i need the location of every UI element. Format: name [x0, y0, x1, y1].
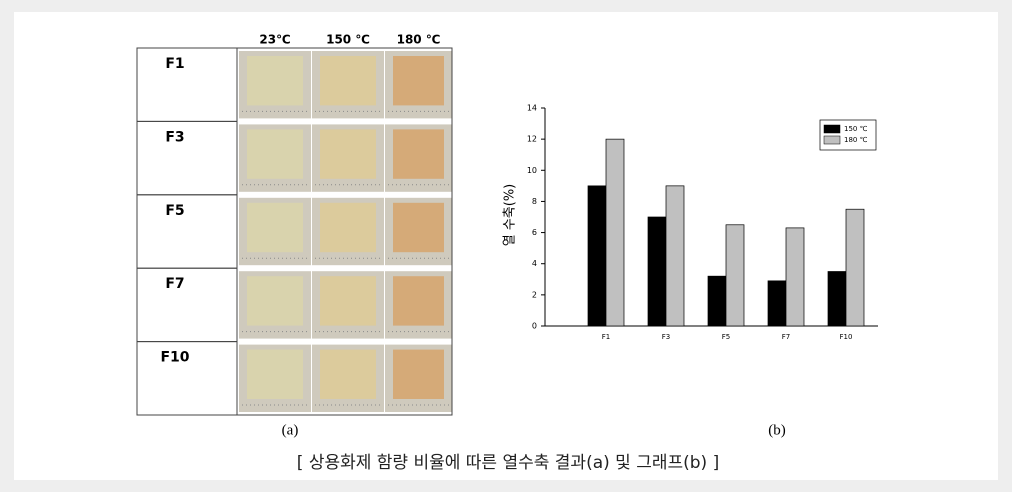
x-tick-label: F7	[782, 333, 790, 341]
row-label: F10	[160, 350, 189, 366]
sample	[247, 56, 303, 105]
panel-label: (a)	[282, 422, 299, 438]
sample	[393, 56, 444, 105]
caption: [ 상용화제 함량 비율에 따른 열수축 결과(a) 및 그래프(b) ]	[297, 453, 719, 473]
bar	[768, 281, 786, 326]
panel-label: (b)	[768, 422, 786, 438]
bar	[786, 228, 804, 326]
sample	[393, 203, 444, 252]
sample	[320, 129, 376, 178]
sample	[247, 203, 303, 252]
x-tick-label: F5	[722, 333, 730, 341]
row-label: F7	[165, 276, 184, 292]
bar	[846, 209, 864, 326]
bar	[828, 272, 846, 327]
y-tick-label: 6	[532, 228, 537, 237]
column-header: 23℃	[259, 33, 290, 47]
sample	[320, 350, 376, 399]
x-tick-label: F1	[602, 333, 610, 341]
row-label: F5	[165, 203, 184, 219]
legend-swatch	[824, 136, 840, 144]
y-tick-label: 10	[527, 166, 537, 175]
x-tick-label: F10	[840, 333, 853, 341]
sample	[393, 129, 444, 178]
sample	[247, 350, 303, 399]
legend-label: 150 ℃	[844, 125, 868, 133]
bar	[708, 276, 726, 326]
sample	[247, 129, 303, 178]
y-tick-label: 8	[532, 197, 537, 206]
y-tick-label: 14	[527, 104, 537, 113]
x-tick-label: F3	[662, 333, 670, 341]
sample	[320, 276, 376, 325]
row-label: F3	[165, 129, 184, 145]
column-header: 150 ℃	[326, 33, 370, 47]
y-tick-label: 12	[527, 135, 537, 144]
sample	[320, 56, 376, 105]
sample	[393, 350, 444, 399]
y-tick-label: 0	[532, 322, 537, 331]
bar	[588, 186, 606, 326]
row-label: F1	[165, 56, 184, 72]
y-tick-label: 4	[532, 259, 537, 268]
bar	[648, 217, 666, 326]
column-header: 180 ℃	[397, 33, 441, 47]
bar	[726, 225, 744, 326]
bar	[666, 186, 684, 326]
y-tick-label: 2	[532, 290, 537, 299]
sample	[247, 276, 303, 325]
legend-label: 180 ℃	[844, 136, 868, 144]
y-axis-label: 열 수축(%)	[503, 184, 518, 247]
figure: (a) (b) [ 상용화제 함량 비율에 따른 열수축 결과(a) 및 그래프…	[0, 0, 1012, 492]
legend-swatch	[824, 125, 840, 133]
sample	[393, 276, 444, 325]
bar	[606, 139, 624, 326]
sample	[320, 203, 376, 252]
